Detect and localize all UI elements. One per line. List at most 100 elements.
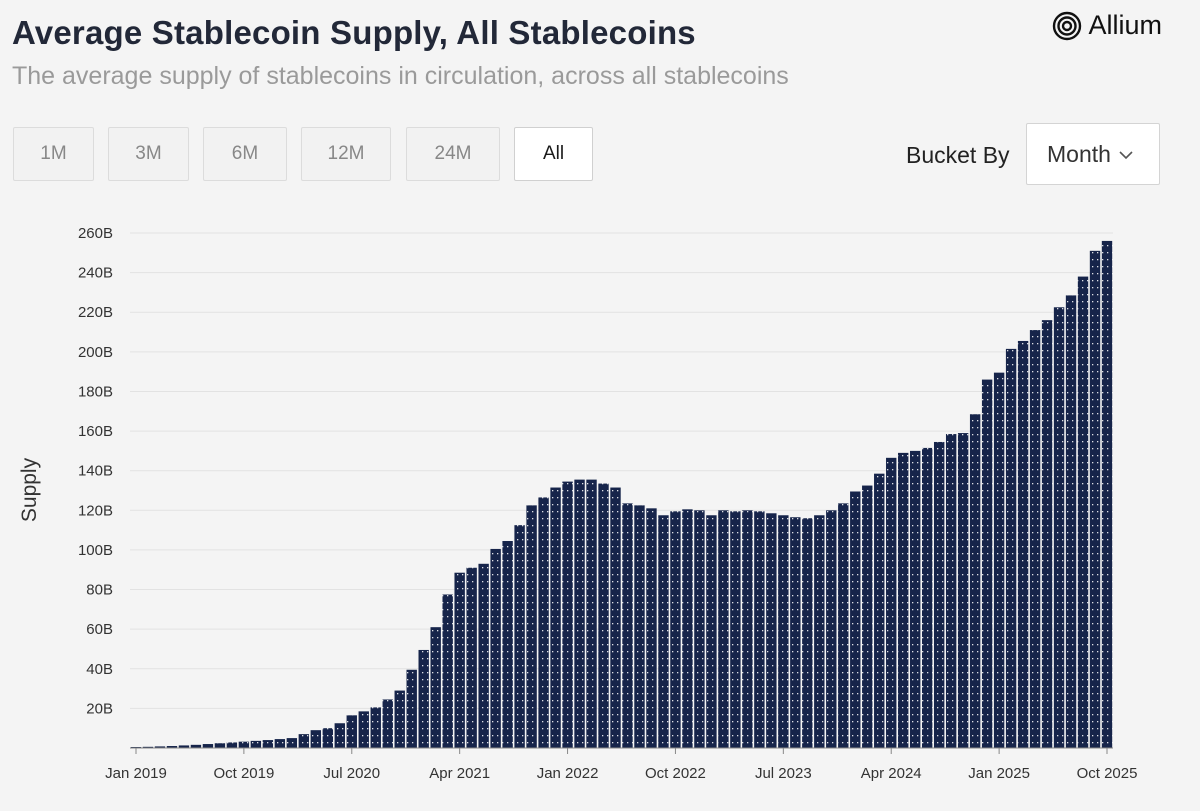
bar: Dec 2019: 4B <box>262 740 274 748</box>
bar: Jan 2022: 134.5B <box>562 481 573 748</box>
bar: Oct 2019: 3.2B <box>238 741 250 748</box>
bar: Jun 2020: 12.5B <box>334 723 345 748</box>
bar: Mar 2021: 77.5B <box>442 594 453 748</box>
bar: Jun 2022: 123.5B <box>622 503 633 748</box>
bar: May 2019: 1.3B <box>178 745 190 748</box>
x-tick-label: Apr 2021 <box>429 765 490 782</box>
y-tick-label: 20B <box>86 700 113 717</box>
bar: May 2024: 149B <box>898 452 909 748</box>
bucket-by-dropdown[interactable]: Month <box>1026 123 1160 185</box>
bar: Apr 2020: 9B <box>310 730 322 748</box>
bar: Nov 2023: 120B <box>826 510 837 748</box>
bar: May 2022: 131.5B <box>610 487 621 748</box>
range-button-3m[interactable]: 3M <box>108 127 189 181</box>
bar: Mar 2025: 205.5B <box>1017 340 1029 748</box>
y-tick-label: 160B <box>78 423 113 440</box>
bar: Oct 2024: 159B <box>957 433 969 748</box>
bar: Feb 2019: 0.6B <box>142 746 154 748</box>
bar: Jul 2021: 100.5B <box>490 548 501 748</box>
y-tick-label: 240B <box>78 265 113 282</box>
bar: Jul 2024: 151.5B <box>921 447 933 748</box>
bar: Oct 2022: 119.5B <box>670 511 681 748</box>
bar: May 2020: 10B <box>322 728 333 748</box>
bar: Apr 2024: 146.5B <box>886 457 897 748</box>
bar: Mar 2020: 7B <box>298 734 310 748</box>
range-button-all[interactable]: All <box>514 127 593 181</box>
bar: Oct 2023: 117.5B <box>814 515 825 748</box>
bucket-by-value: Month <box>1047 140 1111 167</box>
bar: Mar 2019: 0.8B <box>154 746 166 748</box>
x-tick-label: Jan 2022 <box>537 765 599 782</box>
bar: Nov 2019: 3.6B <box>250 740 262 748</box>
bar: Mar 2024: 138.5B <box>874 473 885 748</box>
supply-bar-chart: Jan 2019: 0.5BFeb 2019: 0.6BMar 2019: 0.… <box>18 225 1137 782</box>
range-button-12m[interactable]: 12M <box>301 127 391 181</box>
bar: Jan 2024: 129.5B <box>850 491 861 748</box>
y-tick-label: 180B <box>78 383 113 400</box>
bar: Aug 2019: 2.4B <box>214 743 226 748</box>
bar: Nov 2022: 120.5B <box>682 509 693 748</box>
bar: Feb 2022: 135.5B <box>574 479 585 748</box>
bar: Apr 2021: 88.5B <box>454 572 465 748</box>
bar: Feb 2025: 201.5B <box>1005 348 1017 748</box>
x-tick-label: Jul 2023 <box>755 765 812 782</box>
y-tick-label: 120B <box>78 502 113 519</box>
bar: Aug 2025: 238B <box>1077 276 1089 748</box>
chart-title: Average Stablecoin Supply, All Stablecoi… <box>12 14 696 51</box>
bar: Jan 2023: 117.5B <box>706 515 717 748</box>
y-tick-label: 220B <box>78 304 113 321</box>
bar: Feb 2024: 132.5B <box>862 485 873 748</box>
bar: Sep 2019: 2.8B <box>226 742 238 748</box>
bar: Apr 2022: 133.5B <box>598 483 609 748</box>
bar: Jun 2024: 150B <box>910 450 921 748</box>
bar: Dec 2021: 131.5B <box>550 487 561 748</box>
bar: Jun 2021: 93B <box>478 563 489 748</box>
bar: Jun 2019: 1.6B <box>190 744 202 748</box>
bar: Jul 2025: 228.5B <box>1065 295 1077 748</box>
bar: Dec 2020: 39.5B <box>406 669 417 748</box>
y-tick-label: 100B <box>78 542 113 559</box>
x-tick-label: Jul 2020 <box>323 765 380 782</box>
x-tick-label: Oct 2019 <box>213 765 274 782</box>
allium-logo-icon <box>1053 11 1082 40</box>
bar: Sep 2023: 116B <box>802 518 813 748</box>
y-tick-label: 260B <box>78 225 113 242</box>
bar: Aug 2021: 104.5B <box>502 541 513 748</box>
x-tick-label: Jan 2025 <box>968 765 1030 782</box>
bar: Jan 2025: 189.5B <box>993 372 1005 748</box>
bar: Mar 2023: 119.5B <box>730 511 741 748</box>
range-button-6m[interactable]: 6M <box>203 127 287 181</box>
y-tick-label: 40B <box>86 661 113 678</box>
y-axis-title: Supply <box>18 457 41 522</box>
brand-name: Allium <box>1088 10 1162 40</box>
bar: Apr 2019: 1B <box>166 746 178 748</box>
x-tick-label: Jan 2019 <box>105 765 167 782</box>
y-tick-label: 80B <box>86 582 113 599</box>
bar: Jan 2020: 4.5B <box>274 739 286 748</box>
bar: Apr 2023: 120B <box>742 510 753 748</box>
bar: Dec 2022: 120B <box>694 510 705 748</box>
range-button-1m[interactable]: 1M <box>13 127 94 181</box>
bar: Oct 2020: 24.5B <box>382 699 393 748</box>
x-tick-label: Oct 2022 <box>645 765 706 782</box>
y-tick-label: 60B <box>86 621 113 638</box>
bar: May 2025: 216B <box>1041 320 1053 748</box>
bar: May 2021: 91B <box>466 567 477 748</box>
bar: Nov 2024: 168.5B <box>969 414 981 748</box>
bar: Aug 2020: 18.5B <box>358 711 369 748</box>
y-tick-label: 140B <box>78 463 113 480</box>
bar: Dec 2023: 123.5B <box>838 503 849 748</box>
bar: Feb 2021: 61B <box>430 627 441 748</box>
bar: Apr 2025: 211B <box>1029 330 1041 748</box>
bar: May 2023: 119.5B <box>754 511 765 748</box>
bar: Sep 2021: 112.5B <box>514 525 525 748</box>
bar: Sep 2020: 20.5B <box>370 707 381 748</box>
range-button-24m[interactable]: 24M <box>406 127 500 181</box>
bar: Mar 2022: 135.5B <box>586 479 597 748</box>
bar: Nov 2021: 126.5B <box>538 497 549 748</box>
bar: Feb 2023: 120B <box>718 510 729 748</box>
chart-subtitle: The average supply of stablecoins in cir… <box>12 62 789 90</box>
bar: Aug 2023: 116.5B <box>790 517 801 748</box>
x-tick-label: Apr 2024 <box>861 765 922 782</box>
bar: Sep 2024: 158.5B <box>945 434 957 748</box>
